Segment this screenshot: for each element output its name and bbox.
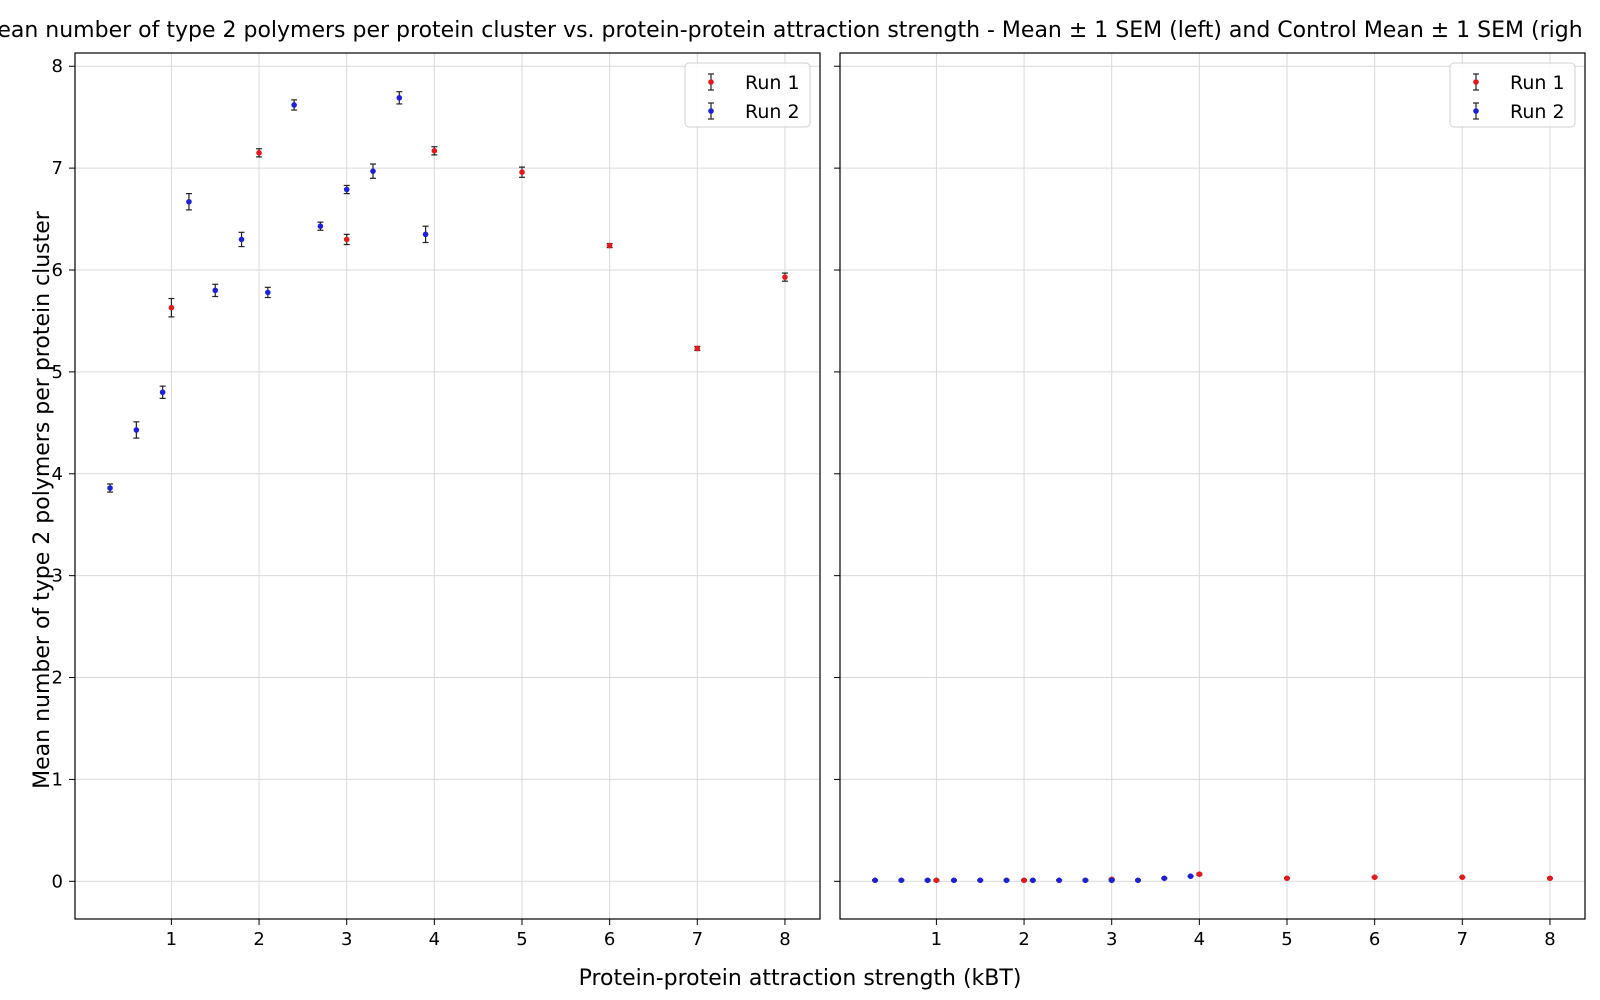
legend-marker [1473,79,1479,85]
y-tick-label: 8 [52,56,63,77]
data-point [1161,875,1168,882]
series-run-2 [107,91,429,493]
x-tick-label: 5 [516,929,527,950]
data-point [1459,874,1466,881]
data-point [1056,877,1062,884]
x-tick-label: 5 [1281,929,1292,950]
data-point [924,877,931,884]
x-tick-label: 4 [1194,929,1205,950]
y-tick-label: 2 [52,668,63,689]
series-run-2 [872,873,1194,884]
data-point [133,427,140,433]
data-point [370,168,376,174]
x-tick-label: 2 [253,929,264,950]
legend-label: Run 2 [745,101,800,123]
y-tick-label: 1 [52,769,63,790]
data-point [1030,877,1036,884]
data-point [1187,873,1194,880]
series-run-1 [168,146,788,352]
data-point [238,236,245,243]
legend-label: Run 1 [1510,72,1565,94]
y-tick-label: 0 [52,871,63,892]
axes-frame [74,52,821,920]
axes-frame [839,52,1586,920]
y-tick-label: 6 [52,260,63,281]
x-tick-label: 6 [1369,929,1380,950]
x-tick-label: 2 [1018,929,1029,950]
y-axis-label: Mean number of type 2 polymers per prote… [30,210,55,789]
data-point [951,877,957,884]
data-point [291,102,297,108]
legend: Run 1 Run 2 [684,62,811,128]
data-point [933,877,940,884]
data-point [1371,874,1378,881]
y-tick-label: 7 [52,158,63,179]
data-point [1135,877,1141,884]
data-point [168,304,175,311]
data-point [1196,871,1203,877]
data-point [107,485,113,491]
data-point [343,236,350,243]
x-tick-label: 7 [692,929,703,950]
data-point [1082,877,1089,884]
x-tick-label: 3 [1106,929,1117,950]
y-tick-label: 4 [52,464,63,485]
data-point [782,274,788,280]
data-point [1547,875,1553,882]
legend-label: Run 1 [745,72,800,94]
legend-marker [708,79,714,85]
data-point [1021,877,1027,884]
data-point [1284,875,1290,882]
data-point [606,242,613,249]
data-point [265,289,271,296]
data-point [872,877,878,884]
data-point [694,345,701,352]
x-tick-label: 4 [429,929,440,950]
x-tick-label: 8 [779,929,790,950]
data-point [159,389,166,396]
figure-title: ean number of type 2 polymers per protei… [0,18,1583,43]
data-point [898,877,905,884]
x-tick-label: 6 [604,929,615,950]
data-point [186,198,192,205]
data-point [212,287,219,294]
panel-left: 1 2 3 4 5 6 7 8 0 1 2 3 4 5 6 7 8 Run 1 Run 2 [52,52,821,950]
x-tick-label: 8 [1544,929,1555,950]
data-point [431,148,438,154]
data-point [256,150,262,156]
legend-box [684,62,811,128]
data-point [396,95,403,101]
legend: Run 1 Run 2 [1449,62,1576,128]
x-tick-label: 1 [931,929,942,950]
y-tick-label: 3 [52,566,63,587]
data-point [317,223,324,229]
x-tick-label: 3 [341,929,352,950]
data-point [422,231,429,238]
x-axis-label: Protein-protein attraction strength (kBT… [579,966,1022,991]
data-point [977,877,984,884]
legend-marker [1473,108,1479,114]
legend-marker [708,108,714,114]
data-point [1108,877,1115,884]
panels: 1 2 3 4 5 6 7 8 0 1 2 3 4 5 6 7 8 Run 1 Run 2 1 2 3 4 5 6 7 8 Run 1… [52,52,1586,950]
data-point [519,169,525,176]
x-tick-label: 1 [166,929,177,950]
y-tick-label: 5 [52,362,63,383]
data-point [1003,877,1010,884]
legend-box [1449,62,1576,128]
data-point [343,186,350,193]
x-tick-label: 7 [1457,929,1468,950]
panel-right: 1 2 3 4 5 6 7 8 Run 1 Run 2 [834,52,1586,950]
legend-label: Run 2 [1510,101,1565,123]
